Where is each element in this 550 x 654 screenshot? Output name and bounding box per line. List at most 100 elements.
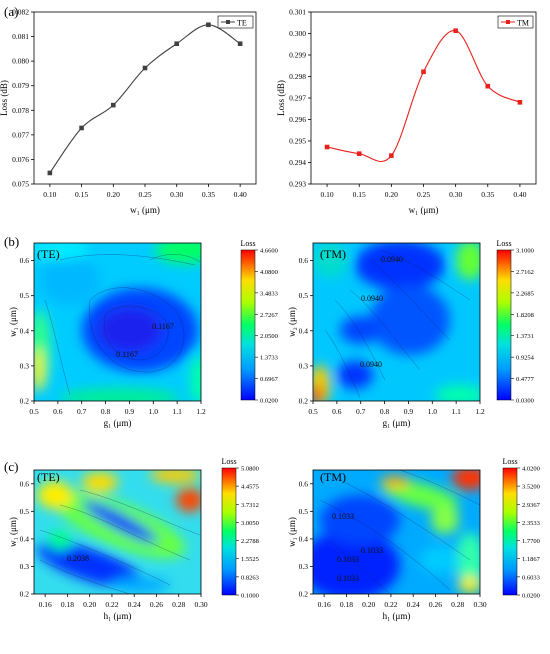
- x-tick-label: 0.30: [473, 600, 486, 609]
- data-point: [174, 41, 180, 46]
- y-tick-label: 0.4: [20, 326, 30, 335]
- panel-label: (b): [4, 234, 19, 249]
- x-tick-label: 0.26: [150, 600, 163, 609]
- legend-marker: [506, 20, 510, 24]
- data-point: [389, 153, 394, 158]
- x-tick-label: 0.16: [39, 600, 52, 609]
- y-tick-label: 0.299: [289, 51, 306, 60]
- colorbar-tick-label: 2.2788: [241, 538, 259, 545]
- colorbar-title: Loss: [502, 457, 517, 466]
- data-point: [421, 69, 426, 75]
- heatmap-field-c-tm: [313, 470, 480, 594]
- x-tick-label: 0.15: [75, 190, 88, 199]
- plot-frame: [310, 11, 537, 185]
- plot-frame: [33, 11, 257, 185]
- colorbar-tick-label: 4.4575: [241, 484, 259, 491]
- colorbar-tick-label: 2.7267: [260, 312, 279, 319]
- y-tick-label: 0.295: [289, 137, 306, 146]
- colorbar-tick-label: 0.0200: [522, 593, 540, 600]
- x-tick-label: 0.30: [449, 190, 462, 199]
- x-tick-label: 0.26: [429, 600, 442, 609]
- x-tick-label: 0.7: [77, 407, 87, 416]
- y-tick-label: 0.079: [12, 81, 29, 90]
- y-tick-label: 0.6: [299, 479, 309, 488]
- colorbar-tick-label: 0.6033: [522, 574, 540, 581]
- x-tick-label: 0.22: [384, 600, 397, 609]
- x-tick-label: 0.25: [138, 190, 151, 199]
- colorbar-tick-label: 4.0800: [260, 269, 278, 276]
- colorbar-title: Loss: [496, 239, 511, 248]
- y-tick-label: 0.5: [299, 507, 309, 516]
- colorbar-c-tm: [502, 467, 518, 596]
- colorbar-tick-label: 0.9254: [516, 355, 535, 362]
- chart-b-tm: 0.5 0.6 0.7 0.8 0.9 1.0 1.1 1.2 0.2 0.3 0.4 0.5 0.6 g…: [287, 239, 535, 428]
- y-axis-label: Loss (dB): [0, 80, 9, 116]
- x-axis-label: g₁ (μm): [383, 418, 411, 428]
- x-tick-label: 0.35: [481, 190, 494, 199]
- x-tick-label: 0.5: [308, 407, 318, 416]
- colorbar-tick-label: 3.4833: [260, 290, 278, 297]
- colorbar-tick-label: 0.0300: [516, 398, 534, 405]
- y-tick-label: 0.3: [299, 361, 309, 370]
- x-tick-label: 0.40: [234, 190, 247, 199]
- plot-frame: [312, 242, 481, 402]
- y-tick-label: 0.3: [20, 562, 30, 571]
- y-tick-label: 0.2: [299, 397, 309, 406]
- data-point: [47, 170, 53, 176]
- data-point: [79, 125, 84, 131]
- colorbar-b-te: [240, 249, 256, 401]
- x-tick-label: 0.22: [105, 600, 118, 609]
- inner-mode-label: (TM): [320, 470, 346, 484]
- inner-mode-label: (TE): [37, 470, 60, 484]
- colorbar-tick-label: 2.7162: [516, 269, 534, 276]
- colorbar-b-tm: [496, 249, 512, 401]
- y-tick-label: 0.5: [20, 291, 30, 300]
- y-tick-label: 0.075: [12, 180, 29, 189]
- y-tick-label: 0.078: [12, 106, 29, 115]
- x-tick-label: 0.30: [170, 190, 183, 199]
- x-tick-label: 0.20: [83, 600, 96, 609]
- x-tick-label: 0.30: [194, 600, 207, 609]
- x-tick-label: 0.8: [101, 407, 111, 416]
- contour-label: 0.0940: [381, 255, 403, 264]
- y-tick-label: 0.4: [299, 534, 309, 543]
- colorbar-tick-label: 1.3731: [516, 333, 534, 340]
- x-tick-label: 0.28: [451, 600, 464, 609]
- x-tick-label: 0.9: [404, 407, 414, 416]
- x-axis-label: h₁ (μm): [383, 611, 411, 621]
- x-tick-label: 0.35: [202, 190, 215, 199]
- colorbar-tick-label: 4.6600: [260, 248, 278, 255]
- x-tick-label: 0.6: [332, 407, 342, 416]
- x-tick-label: 0.5: [29, 407, 39, 416]
- colorbar-tick-label: 1.8208: [516, 312, 534, 319]
- heatmap-field-b-tm: [313, 243, 480, 401]
- data-point: [142, 65, 148, 71]
- x-tick-label: 0.6: [53, 407, 63, 416]
- y-tick-label: 0.300: [289, 29, 306, 38]
- colorbar-tick-label: 0.8263: [241, 574, 259, 581]
- data-point: [110, 102, 116, 108]
- contour-label: 0.1033: [332, 512, 354, 521]
- y-axis-label: w₂ (μm): [287, 307, 297, 337]
- colorbar-title: Loss: [240, 239, 255, 248]
- x-axis-label: g₁ (μm): [104, 418, 132, 428]
- y-tick-label: 0.301: [289, 8, 306, 17]
- colorbar-tick-label: 1.3733: [260, 355, 278, 362]
- y-tick-label: 0.5: [20, 507, 30, 516]
- data-point: [324, 144, 330, 150]
- colorbar-tick-label: 0.4777: [516, 376, 535, 383]
- x-tick-label: 0.8: [380, 407, 390, 416]
- colorbar-tick-label: 3.0050: [241, 520, 259, 527]
- y-tick-label: 0.077: [12, 130, 29, 139]
- colorbar-c-te: [221, 467, 237, 596]
- x-tick-label: 0.18: [340, 600, 353, 609]
- x-tick-label: 0.9: [125, 407, 135, 416]
- contour-label: 0.1167: [152, 322, 174, 331]
- heatmap-field-c-te: [34, 470, 201, 594]
- colorbar-tick-label: 3.5200: [522, 484, 540, 491]
- y-tick-label: 0.298: [289, 72, 306, 81]
- colorbar-tick-label: 2.0500: [260, 333, 278, 340]
- y-tick-label: 0.2: [20, 590, 30, 599]
- contour-label: 0.1033: [337, 574, 359, 583]
- y-tick-label: 0.082: [12, 8, 29, 17]
